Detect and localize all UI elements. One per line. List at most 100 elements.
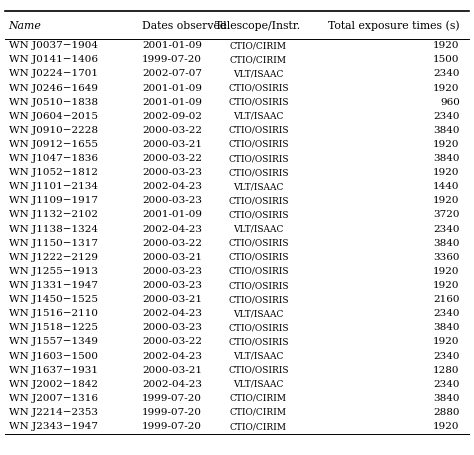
Text: 960: 960 — [440, 98, 460, 106]
Text: WN J1222−2129: WN J1222−2129 — [9, 253, 98, 262]
Text: VLT/ISAAC: VLT/ISAAC — [233, 70, 283, 78]
Text: WN J1255−1913: WN J1255−1913 — [9, 267, 98, 276]
Text: 2340: 2340 — [433, 380, 460, 389]
Text: WN J0224−1701: WN J0224−1701 — [9, 70, 98, 78]
Text: 2001-01-09: 2001-01-09 — [142, 98, 202, 106]
Text: CTIO/OSIRIS: CTIO/OSIRIS — [228, 324, 289, 332]
Text: CTIO/OSIRIS: CTIO/OSIRIS — [228, 253, 289, 262]
Text: WN J1150−1317: WN J1150−1317 — [9, 239, 98, 248]
Text: WN J0141−1406: WN J0141−1406 — [9, 56, 98, 64]
Text: 3840: 3840 — [433, 126, 460, 135]
Text: CTIO/OSIRIS: CTIO/OSIRIS — [228, 126, 289, 135]
Text: 1920: 1920 — [433, 267, 460, 276]
Text: 1999-07-20: 1999-07-20 — [142, 408, 202, 417]
Text: 3840: 3840 — [433, 394, 460, 403]
Text: 2880: 2880 — [433, 408, 460, 417]
Text: 1999-07-20: 1999-07-20 — [142, 422, 202, 431]
Text: WN J0246−1649: WN J0246−1649 — [9, 84, 98, 92]
Text: 2340: 2340 — [433, 309, 460, 318]
Text: 2000-03-21: 2000-03-21 — [142, 140, 202, 149]
Text: 2000-03-22: 2000-03-22 — [142, 338, 202, 346]
Text: WN J1101−2134: WN J1101−2134 — [9, 182, 98, 191]
Text: CTIO/OSIRIS: CTIO/OSIRIS — [228, 267, 289, 276]
Text: VLT/ISAAC: VLT/ISAAC — [233, 182, 283, 191]
Text: WN J2214−2353: WN J2214−2353 — [9, 408, 98, 417]
Text: 2000-03-21: 2000-03-21 — [142, 295, 202, 304]
Text: Total exposure times (s): Total exposure times (s) — [328, 20, 460, 31]
Text: 1920: 1920 — [433, 168, 460, 177]
Text: 1280: 1280 — [433, 366, 460, 374]
Text: 3360: 3360 — [433, 253, 460, 262]
Text: WN J1603−1500: WN J1603−1500 — [9, 352, 98, 360]
Text: WN J1138−1324: WN J1138−1324 — [9, 225, 98, 233]
Text: WN J1047−1836: WN J1047−1836 — [9, 154, 98, 163]
Text: WN J0912−1655: WN J0912−1655 — [9, 140, 98, 149]
Text: CTIO/OSIRIS: CTIO/OSIRIS — [228, 239, 289, 248]
Text: WN J2007−1316: WN J2007−1316 — [9, 394, 98, 403]
Text: 2340: 2340 — [433, 352, 460, 360]
Text: 1920: 1920 — [433, 281, 460, 290]
Text: CTIO/OSIRIS: CTIO/OSIRIS — [228, 338, 289, 346]
Text: 1920: 1920 — [433, 41, 460, 50]
Text: CTIO/CIRIM: CTIO/CIRIM — [230, 41, 287, 50]
Text: WN J0910−2228: WN J0910−2228 — [9, 126, 98, 135]
Text: 2000-03-23: 2000-03-23 — [142, 168, 202, 177]
Text: Telescope/Instr.: Telescope/Instr. — [215, 20, 301, 30]
Text: 2000-03-23: 2000-03-23 — [142, 267, 202, 276]
Text: CTIO/OSIRIS: CTIO/OSIRIS — [228, 197, 289, 205]
Text: VLT/ISAAC: VLT/ISAAC — [233, 380, 283, 389]
Text: 2002-07-07: 2002-07-07 — [142, 70, 202, 78]
Text: VLT/ISAAC: VLT/ISAAC — [233, 225, 283, 233]
Text: 2340: 2340 — [433, 112, 460, 121]
Text: CTIO/OSIRIS: CTIO/OSIRIS — [228, 366, 289, 374]
Text: CTIO/OSIRIS: CTIO/OSIRIS — [228, 211, 289, 219]
Text: WN J1109−1917: WN J1109−1917 — [9, 197, 98, 205]
Text: 1920: 1920 — [433, 422, 460, 431]
Text: WN J1052−1812: WN J1052−1812 — [9, 168, 98, 177]
Text: WN J1450−1525: WN J1450−1525 — [9, 295, 98, 304]
Text: CTIO/OSIRIS: CTIO/OSIRIS — [228, 281, 289, 290]
Text: WN J2002−1842: WN J2002−1842 — [9, 380, 98, 389]
Text: 2000-03-21: 2000-03-21 — [142, 366, 202, 374]
Text: 2160: 2160 — [433, 295, 460, 304]
Text: WN J0510−1838: WN J0510−1838 — [9, 98, 98, 106]
Text: 1440: 1440 — [433, 182, 460, 191]
Text: 1920: 1920 — [433, 140, 460, 149]
Text: 3840: 3840 — [433, 239, 460, 248]
Text: 2002-09-02: 2002-09-02 — [142, 112, 202, 121]
Text: CTIO/CIRIM: CTIO/CIRIM — [230, 408, 287, 417]
Text: 1999-07-20: 1999-07-20 — [142, 394, 202, 403]
Text: WN J1331−1947: WN J1331−1947 — [9, 281, 98, 290]
Text: 1920: 1920 — [433, 197, 460, 205]
Text: CTIO/OSIRIS: CTIO/OSIRIS — [228, 98, 289, 106]
Text: WN J0037−1904: WN J0037−1904 — [9, 41, 98, 50]
Text: 1999-07-20: 1999-07-20 — [142, 56, 202, 64]
Text: CTIO/OSIRIS: CTIO/OSIRIS — [228, 140, 289, 149]
Text: CTIO/CIRIM: CTIO/CIRIM — [230, 422, 287, 431]
Text: Name: Name — [9, 20, 41, 30]
Text: 2002-04-23: 2002-04-23 — [142, 352, 202, 360]
Text: VLT/ISAAC: VLT/ISAAC — [233, 309, 283, 318]
Text: WN J1557−1349: WN J1557−1349 — [9, 338, 98, 346]
Text: CTIO/OSIRIS: CTIO/OSIRIS — [228, 295, 289, 304]
Text: WN J1637−1931: WN J1637−1931 — [9, 366, 98, 374]
Text: 2340: 2340 — [433, 225, 460, 233]
Text: 1920: 1920 — [433, 338, 460, 346]
Text: CTIO/CIRIM: CTIO/CIRIM — [230, 394, 287, 403]
Text: 3840: 3840 — [433, 154, 460, 163]
Text: VLT/ISAAC: VLT/ISAAC — [233, 352, 283, 360]
Text: 2000-03-22: 2000-03-22 — [142, 126, 202, 135]
Text: CTIO/OSIRIS: CTIO/OSIRIS — [228, 154, 289, 163]
Text: 2000-03-22: 2000-03-22 — [142, 154, 202, 163]
Text: 2000-03-23: 2000-03-23 — [142, 197, 202, 205]
Text: VLT/ISAAC: VLT/ISAAC — [233, 112, 283, 121]
Text: 2002-04-23: 2002-04-23 — [142, 182, 202, 191]
Text: WN J2343−1947: WN J2343−1947 — [9, 422, 98, 431]
Text: 2001-01-09: 2001-01-09 — [142, 41, 202, 50]
Text: 2002-04-23: 2002-04-23 — [142, 309, 202, 318]
Text: CTIO/OSIRIS: CTIO/OSIRIS — [228, 168, 289, 177]
Text: 2000-03-23: 2000-03-23 — [142, 324, 202, 332]
Text: 1500: 1500 — [433, 56, 460, 64]
Text: Dates observed: Dates observed — [142, 20, 227, 30]
Text: 1920: 1920 — [433, 84, 460, 92]
